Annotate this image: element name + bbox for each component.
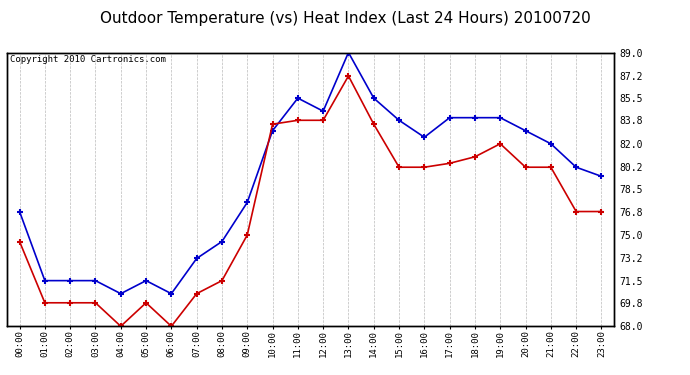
Text: Outdoor Temperature (vs) Heat Index (Last 24 Hours) 20100720: Outdoor Temperature (vs) Heat Index (Las…	[99, 11, 591, 26]
Text: Copyright 2010 Cartronics.com: Copyright 2010 Cartronics.com	[10, 55, 166, 64]
